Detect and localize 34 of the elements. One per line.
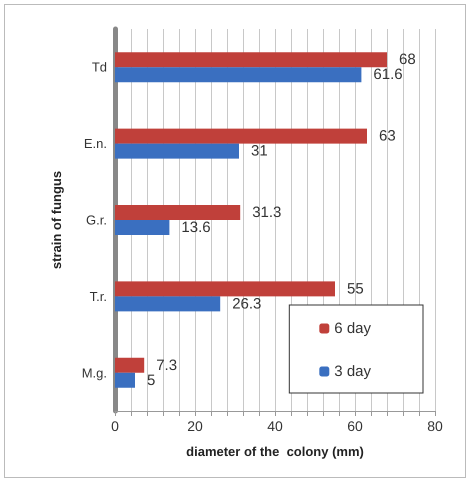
bar [115, 52, 387, 68]
data-label: 55 [347, 280, 364, 298]
data-label: 31.3 [252, 204, 282, 221]
data-label: 31 [251, 142, 268, 160]
bar [115, 205, 240, 220]
data-label: 63 [379, 128, 396, 145]
data-label: 61.6 [373, 66, 403, 84]
data-label: 13.6 [181, 219, 211, 236]
x-tick-label: 40 [267, 418, 283, 434]
x-tick-label: 60 [347, 418, 363, 434]
legend-label: 3 day [334, 363, 372, 380]
y-tick-label: G.r. [86, 212, 107, 228]
bar [115, 358, 144, 373]
bar [115, 128, 367, 144]
bar [115, 372, 135, 388]
legend-label: 6 day [334, 320, 372, 337]
data-label: 7.3 [156, 356, 178, 374]
bar [115, 144, 239, 159]
x-axis-title: diameter of the colony (mm) [186, 444, 364, 459]
x-tick-label: 20 [187, 418, 203, 434]
x-tick-label: 80 [427, 418, 443, 434]
y-tick-label: Td [92, 60, 107, 75]
data-label: 5 [147, 372, 156, 389]
data-label: 26.3 [232, 295, 262, 312]
bar [115, 67, 362, 82]
y-axis-title: strain of fungus [49, 170, 64, 270]
bar [115, 296, 220, 312]
y-tick-label: E.n. [84, 136, 107, 152]
data-label: 68 [399, 51, 416, 68]
bar [115, 281, 335, 296]
y-tick-label: T.r. [90, 288, 107, 304]
y-tick-label: M.g. [82, 365, 107, 380]
bar [115, 220, 170, 235]
x-tick-label: 0 [111, 418, 120, 434]
